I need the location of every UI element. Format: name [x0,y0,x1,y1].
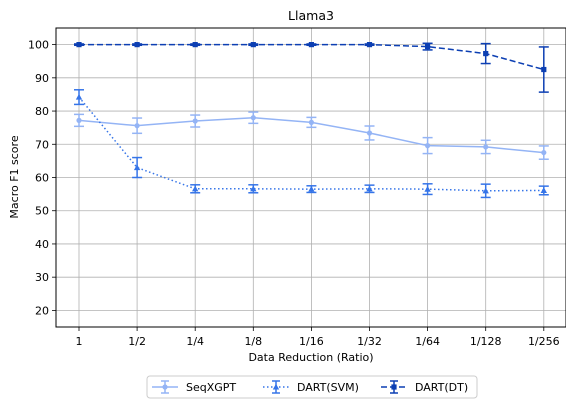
data-point [483,50,489,57]
data-point [482,187,489,194]
data-point [308,185,315,192]
y-tick-label: 100 [28,39,49,52]
series-group [74,111,549,160]
data-point [133,164,141,171]
y-tick-label: 60 [35,172,49,185]
data-point [76,42,82,48]
data-point [250,42,256,48]
data-point [540,187,547,194]
series-group [74,89,549,199]
data-point [483,144,489,150]
chart-title: Llama3 [288,8,334,23]
x-tick-label: 1/16 [299,335,324,348]
data-point [425,44,431,50]
legend-label: DART(SVM) [297,381,359,394]
data-point [366,42,373,48]
series-line [79,43,544,71]
data-point [192,118,198,124]
x-tick-label: 1/64 [415,335,440,348]
data-point [308,119,314,125]
series-group [74,42,549,93]
data-point [250,185,257,192]
data-point [272,383,280,390]
data-point [192,42,198,48]
x-tick-label: 1 [76,335,83,348]
y-axis-title: Macro F1 score [8,135,21,218]
data-point [366,130,373,136]
data-point [134,123,140,129]
legend-label: DART(DT) [415,381,468,394]
data-point [366,185,373,192]
data-point [192,185,199,192]
y-tick-label: 30 [35,271,49,284]
data-point [391,384,397,390]
y-tick-label: 70 [35,138,49,151]
data-point [76,117,82,123]
x-tick-label: 1/256 [528,335,560,348]
data-point [424,185,431,192]
y-tick-label: 40 [35,238,49,251]
x-tick-label: 1/4 [186,335,204,348]
y-axis: 20 30 40 50 60 70 80 90 100 [28,39,56,317]
y-tick-label: 50 [35,205,49,218]
x-tick-label: 1/8 [244,335,262,348]
data-point [541,66,547,73]
x-tick-label: 1/2 [128,335,146,348]
legend-label: SeqXGPT [186,381,236,394]
data-point [250,115,256,121]
legend: SeqXGPT DART(SVM) DART(DT) [146,375,478,399]
x-axis: 1 1/2 1/4 1/8 1/16 1/32 1/64 1/128 1/256 [76,327,560,348]
data-point [425,143,431,149]
y-tick-label: 90 [35,72,49,85]
data-point [541,149,547,156]
data-point [75,93,83,100]
series-layer [74,42,549,199]
y-tick-label: 20 [35,304,49,317]
data-point [134,42,140,48]
y-tick-label: 80 [35,105,49,118]
x-tick-label: 1/32 [357,335,382,348]
data-point [308,42,314,48]
x-tick-label: 1/128 [470,335,502,348]
x-axis-title: Data Reduction (Ratio) [248,351,373,364]
data-point [162,384,168,390]
